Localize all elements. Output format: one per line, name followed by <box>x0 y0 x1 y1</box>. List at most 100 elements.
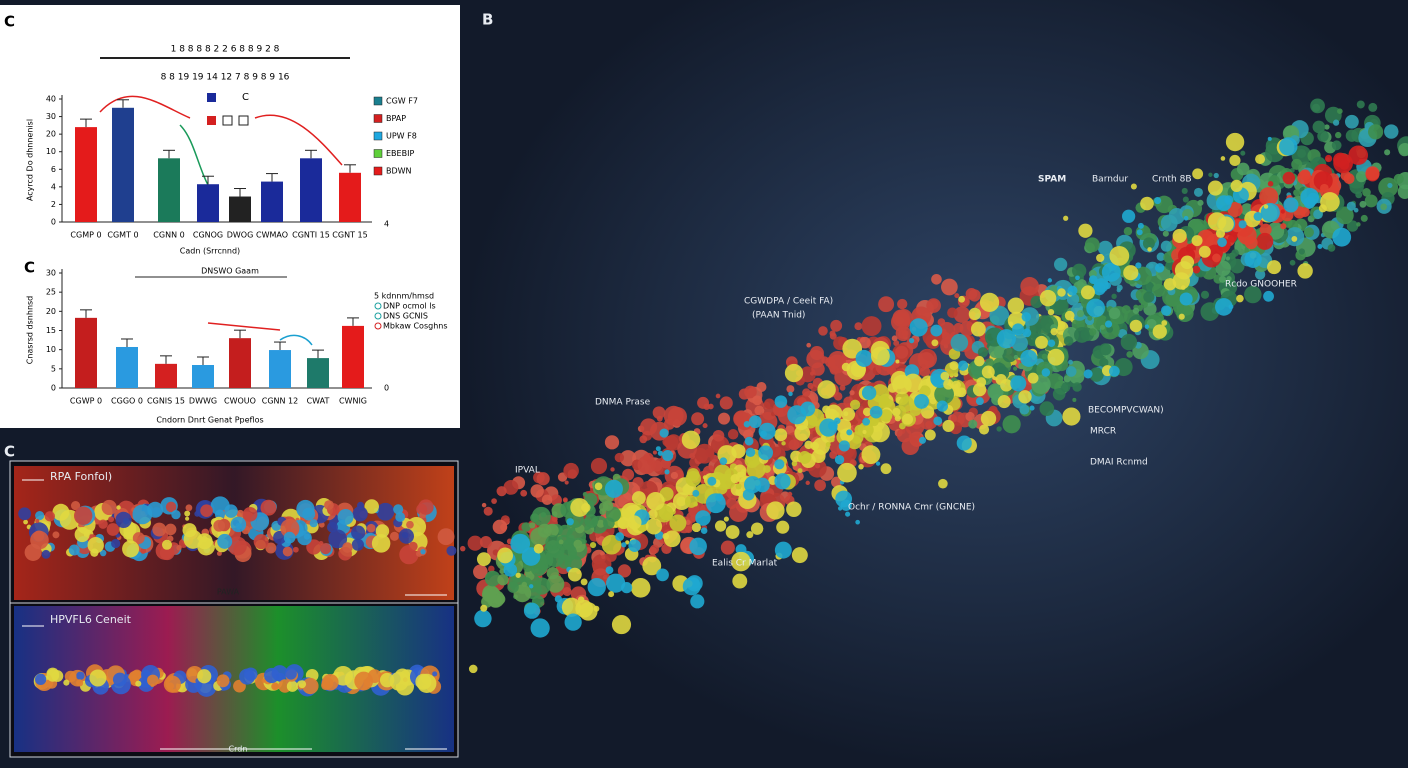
legend-label: CGW F7 <box>386 97 418 106</box>
atom <box>1267 260 1282 275</box>
atom <box>562 587 572 597</box>
atom <box>1332 119 1340 126</box>
atom <box>1259 187 1279 207</box>
atom <box>530 484 544 498</box>
atom <box>646 492 665 511</box>
atom <box>940 371 950 381</box>
atom <box>1140 196 1154 211</box>
atom <box>735 483 742 490</box>
atom <box>1161 320 1168 326</box>
atom <box>292 546 299 553</box>
atom <box>838 440 850 452</box>
atom <box>1052 387 1066 401</box>
atom <box>1182 196 1189 203</box>
atom <box>184 510 191 517</box>
atom <box>843 411 849 417</box>
atom <box>869 405 883 419</box>
atom <box>652 406 666 419</box>
atom <box>1076 309 1085 318</box>
x-tick-label: CGNT 15 <box>332 231 367 240</box>
atom <box>996 426 1002 432</box>
inset-key <box>238 115 249 126</box>
atom <box>1063 215 1069 221</box>
atom <box>446 545 457 556</box>
atom <box>719 457 728 465</box>
atom <box>123 673 129 679</box>
atom <box>655 446 661 452</box>
chart-title: DNSWO Gaam <box>201 267 259 276</box>
atom <box>34 673 47 685</box>
atom <box>44 511 55 522</box>
atom <box>98 519 108 529</box>
atom <box>797 468 803 474</box>
atom <box>861 316 882 337</box>
atom <box>766 501 785 520</box>
bar <box>75 127 97 222</box>
atom <box>894 308 913 327</box>
atom <box>602 500 614 512</box>
atom <box>497 573 509 586</box>
atom <box>831 476 842 488</box>
atom <box>979 424 990 435</box>
atom <box>147 501 164 518</box>
atom <box>297 530 312 546</box>
atom <box>213 519 226 532</box>
atom <box>931 273 942 285</box>
atom <box>575 599 594 618</box>
atom <box>708 465 714 470</box>
atom <box>1310 98 1325 114</box>
atom <box>1172 272 1190 290</box>
caption: Crdn <box>229 745 248 754</box>
atom <box>74 526 90 543</box>
atom <box>619 450 637 467</box>
atom <box>1238 220 1247 229</box>
y-tick-label: 40 <box>46 95 56 104</box>
atom <box>563 462 579 479</box>
atom <box>164 523 177 536</box>
atom <box>351 538 364 551</box>
atom <box>1116 287 1121 293</box>
x-tick-label: CWOUO <box>224 397 256 406</box>
atom <box>296 499 315 519</box>
atom <box>52 503 70 521</box>
atom <box>1346 201 1356 211</box>
atom <box>855 519 860 525</box>
atom <box>1356 222 1361 227</box>
annotation: DNMA Prase <box>595 398 651 408</box>
y-tick-label: 10 <box>46 345 56 354</box>
atom <box>1067 285 1078 296</box>
atom <box>584 514 599 528</box>
panel-letter: B <box>482 11 493 29</box>
legend-label: EBEBIP <box>386 149 414 158</box>
atom <box>282 546 293 557</box>
atom <box>941 278 958 296</box>
atom <box>974 355 985 367</box>
atom <box>817 380 836 399</box>
atom <box>725 525 740 539</box>
atom <box>559 544 577 562</box>
atom <box>695 510 711 526</box>
atom <box>1101 262 1121 282</box>
atom <box>774 473 791 490</box>
atom <box>980 410 997 427</box>
atom <box>707 403 714 410</box>
atom <box>70 501 81 511</box>
atom <box>1162 287 1182 307</box>
y-tick-label: 20 <box>46 130 56 139</box>
x-tick-label: CGNN 12 <box>262 397 298 406</box>
atom <box>1088 328 1097 336</box>
atom <box>1012 323 1024 336</box>
atom <box>887 383 898 393</box>
atom <box>1355 171 1368 183</box>
atom <box>1136 229 1143 236</box>
atom <box>933 416 943 426</box>
atom <box>566 518 574 526</box>
annotation: Ochr / RONNA Cmr (GNCNE) <box>848 503 975 513</box>
atom <box>732 573 748 589</box>
atom <box>1368 102 1378 112</box>
atom <box>1047 339 1056 348</box>
atom <box>1100 324 1106 330</box>
atom <box>1228 304 1234 310</box>
atom <box>936 400 948 412</box>
atom <box>87 537 104 554</box>
